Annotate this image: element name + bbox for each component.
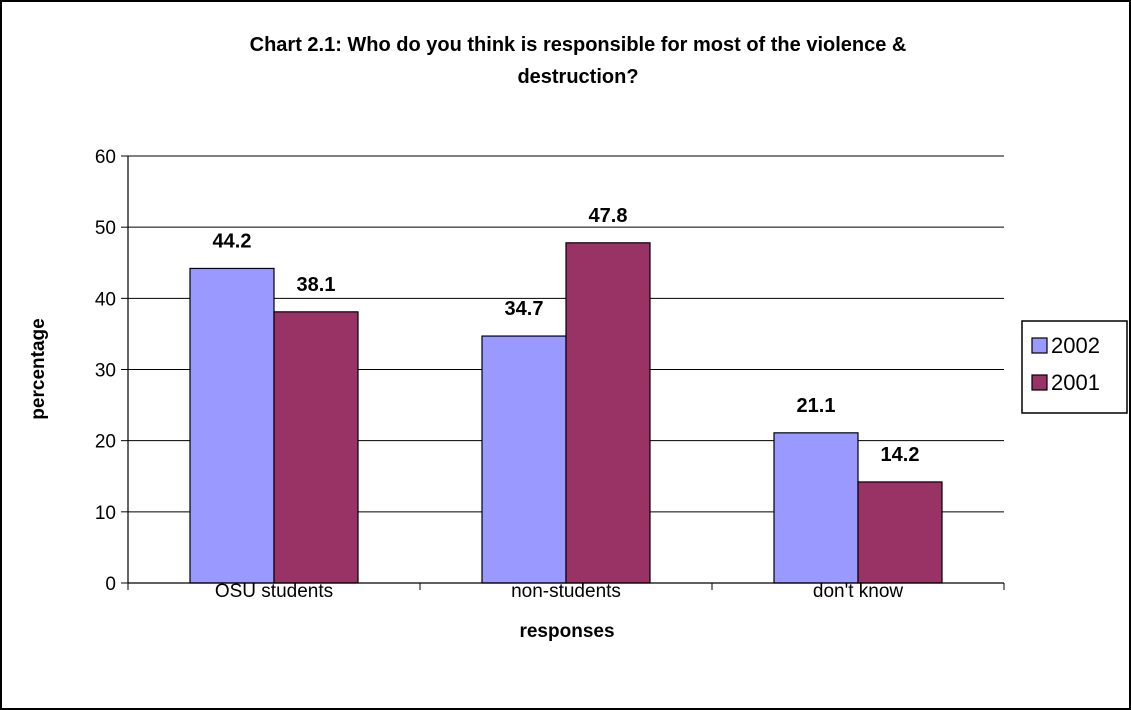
data-label: 47.8 [589,205,628,227]
x-tick-label: OSU students [215,581,333,602]
chart-title-line2: destruction? [517,66,638,88]
data-label: 14.2 [881,444,920,466]
legend-label-2001: 2001 [1051,370,1100,395]
y-axis-title: percentage [28,318,49,419]
bar-2001-1 [565,242,651,584]
data-label: 34.7 [505,298,544,320]
bar-2002-0 [189,267,275,584]
data-label: 38.1 [297,274,336,296]
data-labels: 44.2 38.1 34.7 47.8 21.1 14.2 [213,205,920,466]
x-axis-title: responses [519,621,614,642]
bar-2002-2 [773,432,859,584]
chart-title-line1: Chart 2.1: Who do you think is responsib… [250,34,907,56]
legend-box [1021,320,1128,414]
bar-2001-2 [857,481,943,584]
axes [121,155,1005,590]
y-tick-label: 60 [95,147,116,168]
y-tick-label: 40 [95,289,116,310]
data-label: 44.2 [213,230,252,252]
y-tick-label: 30 [95,361,116,382]
bars [189,242,943,584]
legend-swatch-2001 [1031,374,1048,391]
y-tick-label: 20 [95,432,116,453]
bar-2001-0 [273,311,359,584]
legend-swatch-2002 [1031,337,1048,354]
bar-2002-1 [481,335,567,584]
data-label: 21.1 [797,395,836,417]
y-tick-label: 0 [105,574,116,595]
tick-labels: 0 10 20 30 40 50 60 OSU students non-students don… [95,147,904,602]
x-tick-label: don't know [813,581,904,602]
y-tick-label: 10 [95,503,116,524]
x-tick-label: non-students [511,581,621,602]
legend: 2002 2001 [1021,320,1128,414]
legend-label-2002: 2002 [1051,333,1100,358]
y-tick-label: 50 [95,218,116,239]
